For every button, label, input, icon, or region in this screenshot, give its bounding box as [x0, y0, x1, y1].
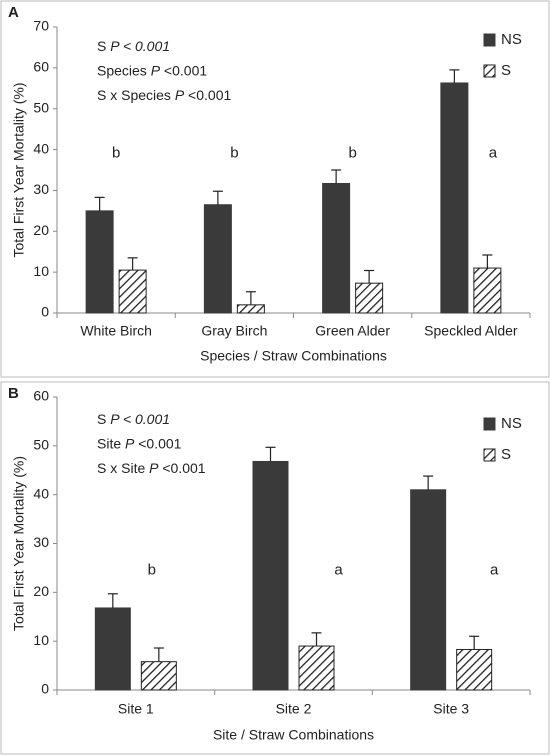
- significance-letter: b: [230, 145, 238, 162]
- bar: [410, 489, 447, 691]
- x-axis-title: Species / Straw Combinations: [200, 348, 387, 364]
- significance-letter: a: [490, 561, 499, 578]
- x-tick-label: Site 2: [276, 701, 312, 717]
- stats-line: S x Site P <0.001: [97, 460, 206, 476]
- bar: [355, 282, 384, 314]
- bar: [236, 304, 265, 314]
- bar: [456, 648, 493, 691]
- error-bar: [107, 593, 118, 608]
- stats-part: S x Species: [97, 87, 175, 103]
- legend-swatch: [483, 64, 496, 78]
- panel-label: A: [8, 4, 19, 21]
- y-tick-label: 60: [33, 388, 49, 404]
- x-tick-label: White Birch: [80, 323, 152, 339]
- stats-part: <0.001: [184, 87, 231, 103]
- panel-frame: [0, 0, 550, 378]
- significance-letter: b: [112, 145, 120, 162]
- stats-line: S P < 0.001: [97, 38, 170, 54]
- error-bar: [94, 196, 105, 211]
- stats-part: <0.001: [158, 460, 205, 476]
- stats-part: P: [149, 460, 159, 476]
- y-tick-label: 20: [33, 583, 49, 599]
- stats-part: P < 0.001: [110, 411, 170, 427]
- y-tick-label: 0: [41, 681, 49, 697]
- stats-part: <0.001: [134, 435, 181, 451]
- bar: [440, 82, 469, 314]
- stats-part: S x Site: [97, 460, 149, 476]
- significance-letter: b: [348, 145, 356, 162]
- y-tick-label: 10: [33, 632, 49, 648]
- x-tick-label: Site 3: [433, 701, 469, 717]
- stats-line: S P < 0.001: [97, 411, 170, 427]
- x-tick-label: Green Alder: [315, 323, 390, 339]
- y-tick-label: 0: [41, 304, 49, 320]
- panel-frame: [0, 381, 550, 755]
- x-axis-title: Site / Straw Combinations: [213, 727, 374, 743]
- bar: [252, 460, 289, 691]
- x-tick-label: Speckled Alder: [424, 323, 518, 339]
- stats-part: Species: [97, 62, 151, 78]
- significance-letter: b: [148, 561, 156, 578]
- y-tick-label: 40: [33, 485, 49, 501]
- legend-swatch: [483, 33, 496, 47]
- stats-line: S x Species P <0.001: [97, 87, 231, 103]
- legend-swatch: [483, 448, 496, 462]
- y-tick-label: 40: [33, 140, 49, 156]
- error-bar: [364, 269, 375, 284]
- y-tick-label: 60: [33, 59, 49, 75]
- bar: [298, 645, 335, 691]
- y-tick-label: 20: [33, 222, 49, 238]
- stats-part: S: [97, 411, 110, 427]
- error-bar: [127, 257, 138, 271]
- stats-part: P: [151, 62, 161, 78]
- bar: [118, 269, 147, 314]
- error-bar: [449, 69, 460, 83]
- error-bar: [265, 446, 276, 462]
- legend-label: NS: [501, 415, 522, 432]
- stats-line: Species P <0.001: [97, 62, 207, 78]
- error-bar: [482, 254, 493, 269]
- error-bar: [331, 169, 342, 184]
- error-bar: [212, 190, 223, 205]
- error-bar: [469, 635, 480, 650]
- error-bar: [311, 632, 322, 647]
- bar: [94, 607, 131, 691]
- stats-line: Site P <0.001: [97, 435, 182, 451]
- x-tick-label: Gray Birch: [201, 323, 267, 339]
- y-tick-label: 50: [33, 437, 49, 453]
- y-tick-label: 10: [33, 263, 49, 279]
- stats-part: <0.001: [160, 62, 207, 78]
- y-tick-label: 30: [33, 181, 49, 197]
- x-tick-label: Site 1: [118, 701, 154, 717]
- bar: [473, 267, 502, 314]
- bar: [203, 204, 232, 314]
- legend-label: NS: [501, 31, 522, 48]
- y-tick-label: 30: [33, 534, 49, 550]
- panel-label: B: [8, 385, 19, 402]
- bar: [85, 210, 114, 314]
- bar: [140, 661, 177, 691]
- bar: [322, 182, 351, 314]
- stats-part: P: [125, 435, 135, 451]
- stats-part: P: [175, 87, 185, 103]
- y-axis-title: Total First Year Mortality (%): [11, 456, 27, 631]
- y-axis-title: Total First Year Mortality (%): [11, 82, 27, 257]
- error-bar: [153, 647, 164, 662]
- legend-label: S: [501, 62, 511, 79]
- y-tick-label: 50: [33, 99, 49, 115]
- stats-part: P < 0.001: [110, 38, 170, 54]
- stats-part: S: [97, 38, 110, 54]
- y-tick-label: 70: [33, 18, 49, 34]
- legend-swatch: [483, 417, 496, 431]
- error-bar: [423, 475, 434, 490]
- significance-letter: a: [489, 145, 498, 162]
- stats-part: Site: [97, 435, 125, 451]
- error-bar: [245, 291, 256, 305]
- legend-label: S: [501, 446, 511, 463]
- significance-letter: a: [334, 561, 343, 578]
